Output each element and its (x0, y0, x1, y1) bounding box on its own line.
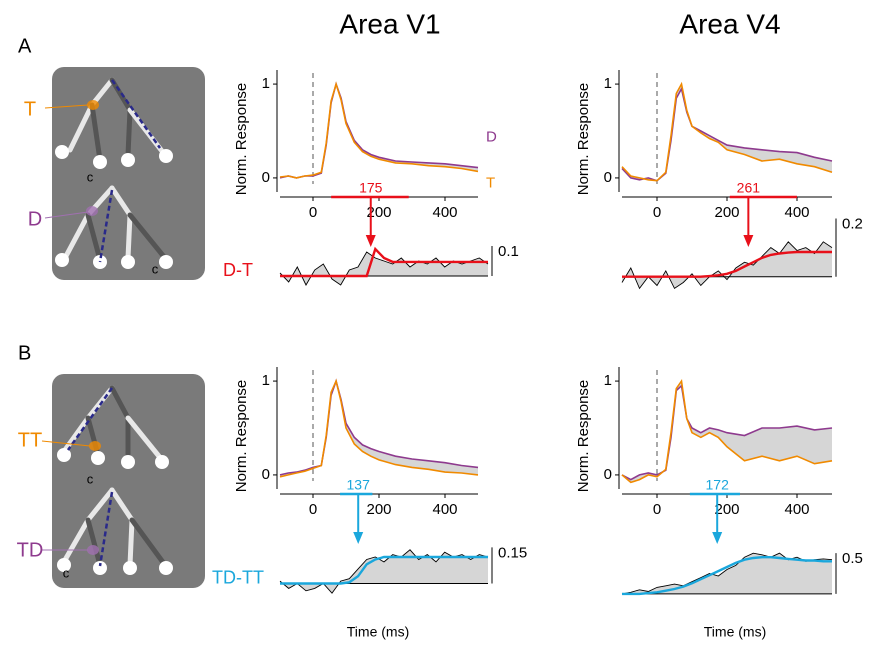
response-line (279, 378, 479, 478)
column-title: Area V1 (339, 8, 440, 39)
shaded-area (622, 84, 832, 181)
x-tick-label: 400 (432, 204, 457, 221)
scale-bar-label: 0.15 (498, 544, 527, 561)
fit-line (280, 555, 488, 585)
latency-label: 172 (706, 477, 730, 493)
x-tick-label: 0 (653, 204, 661, 221)
response-line (279, 81, 479, 179)
series-label: D (486, 129, 497, 146)
distractor-label: D (28, 208, 42, 230)
fit-line (280, 246, 488, 278)
series-label: T (486, 174, 495, 191)
y-tick-label: 0 (604, 466, 612, 483)
arrow-head (365, 235, 376, 247)
x-tick-label: 0 (309, 204, 317, 221)
panel-label: A (18, 35, 32, 57)
shaded-area (280, 549, 488, 594)
target-label: TT (18, 429, 42, 451)
difference-label: TD-TT (212, 567, 264, 587)
response-line (621, 81, 833, 182)
target-label: T (24, 98, 36, 120)
x-tick-label: 0 (309, 501, 317, 518)
arrow-head (743, 235, 754, 247)
y-tick-label: 1 (604, 372, 612, 389)
diagram (44, 67, 205, 280)
response-line (279, 378, 479, 476)
response-line (279, 81, 479, 179)
latency-label: 261 (737, 180, 761, 196)
note: c (152, 261, 159, 276)
y-axis-label: Norm. Response (233, 380, 250, 493)
y-tick-label: 0 (262, 466, 270, 483)
y-axis-label: Norm. Response (233, 83, 250, 196)
x-tick-label: 200 (366, 204, 391, 221)
note: c (63, 565, 70, 580)
latency-label: 175 (359, 180, 383, 196)
fit-line (622, 556, 832, 596)
latency-label: 137 (347, 477, 371, 493)
distractor-label: TD (17, 539, 44, 561)
x-tick-label: 400 (784, 501, 809, 518)
x-tick-label: 200 (714, 204, 739, 221)
difference-label: D-T (223, 260, 253, 280)
difference-line (621, 241, 833, 290)
shaded-area (622, 381, 832, 483)
y-axis-label: Norm. Response (575, 380, 592, 493)
arrow-head (353, 532, 364, 544)
y-tick-label: 1 (262, 75, 270, 92)
y-axis-label: Norm. Response (575, 83, 592, 196)
shaded-area (280, 381, 478, 477)
panel-label: B (18, 342, 31, 364)
y-tick-label: 1 (604, 75, 612, 92)
scale-bar-label: 0.1 (498, 243, 519, 260)
y-tick-label: 0 (262, 169, 270, 186)
response-line (621, 378, 833, 484)
arrow-head (712, 532, 723, 544)
scale-bar-label: 0.2 (842, 216, 863, 233)
x-axis-label: Time (ms) (704, 624, 766, 640)
scale-bar-label: 0.5 (842, 550, 863, 567)
diagram (41, 374, 205, 588)
y-tick-label: 1 (262, 372, 270, 389)
difference-line (621, 552, 833, 595)
x-axis-label: Time (ms) (347, 624, 409, 640)
x-tick-label: 400 (432, 501, 457, 518)
response-line (621, 384, 833, 481)
fit-line (622, 250, 832, 278)
x-tick-label: 200 (714, 501, 739, 518)
note: c (87, 169, 94, 184)
y-tick-label: 0 (604, 169, 612, 186)
x-tick-label: 0 (653, 501, 661, 518)
shaded-area (622, 553, 832, 594)
x-tick-label: 400 (784, 204, 809, 221)
x-tick-label: 200 (366, 501, 391, 518)
column-title: Area V4 (679, 8, 780, 39)
note: c (87, 471, 94, 486)
response-line (621, 86, 833, 182)
